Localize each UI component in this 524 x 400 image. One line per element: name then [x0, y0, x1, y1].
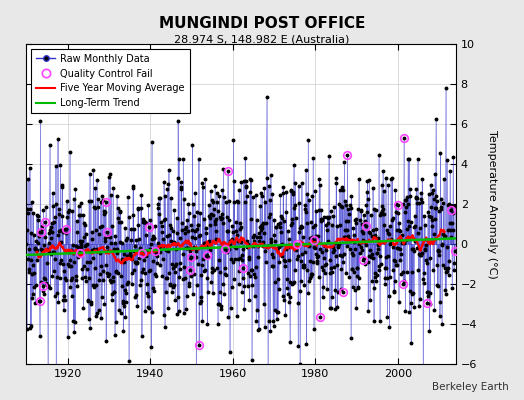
Legend: Raw Monthly Data, Quality Control Fail, Five Year Moving Average, Long-Term Tren: Raw Monthly Data, Quality Control Fail, … [31, 49, 190, 113]
Text: MUNGINDI POST OFFICE: MUNGINDI POST OFFICE [159, 16, 365, 31]
Text: 28.974 S, 148.982 E (Australia): 28.974 S, 148.982 E (Australia) [174, 34, 350, 44]
Y-axis label: Temperature Anomaly (°C): Temperature Anomaly (°C) [487, 130, 497, 278]
Text: Berkeley Earth: Berkeley Earth [432, 382, 508, 392]
